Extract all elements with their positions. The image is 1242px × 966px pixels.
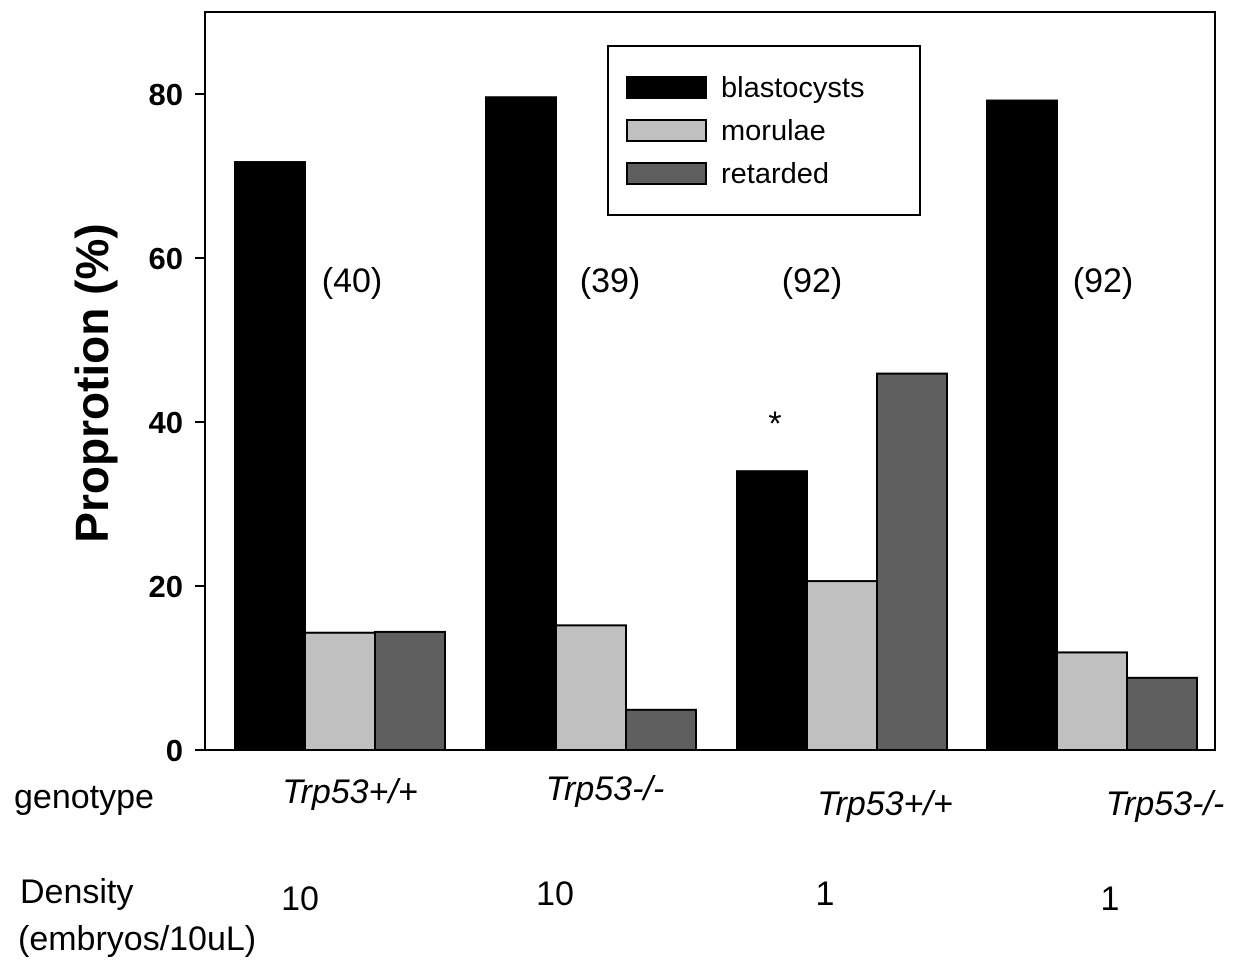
legend: blastocysts morulae retarded — [607, 45, 921, 216]
y-tick-label: 80 — [149, 77, 183, 112]
density-units-label: (embryos/10uL) — [18, 920, 256, 958]
y-axis: 0 20 40 60 80 — [149, 77, 205, 768]
legend-label-retarded: retarded — [721, 158, 829, 190]
count-label: (39) — [580, 262, 640, 300]
legend-swatch-morulae — [626, 119, 707, 142]
genotype-label: Trp53+/+ — [282, 773, 417, 811]
count-label: (92) — [1073, 262, 1133, 300]
y-tick-label: 20 — [149, 569, 183, 604]
density-value: 1 — [816, 875, 835, 913]
genotype-label: Trp53+/+ — [817, 785, 952, 823]
bar-retarded-1 — [374, 630, 446, 751]
significance-marker: * — [768, 405, 781, 443]
y-tick-label: 0 — [166, 733, 183, 768]
genotype-row-label: genotype — [14, 778, 154, 816]
bar-blastocysts-1 — [234, 161, 306, 751]
bar-retarded-3 — [876, 372, 948, 751]
bar-blastocysts-4 — [986, 99, 1058, 751]
y-tick-label: 40 — [149, 405, 183, 440]
bars-layer — [234, 96, 1198, 752]
bar-morulae-2 — [555, 624, 627, 751]
density-value: 10 — [281, 880, 319, 918]
bar-morulae-3 — [806, 580, 878, 752]
bar-retarded-4 — [1126, 676, 1198, 752]
legend-label-blastocysts: blastocysts — [721, 72, 864, 104]
legend-swatch-retarded — [626, 162, 707, 185]
count-label: (40) — [322, 262, 382, 300]
bar-blastocysts-3 — [736, 470, 808, 751]
category-rows: genotype Density (embryos/10uL) Trp53+/+… — [14, 770, 1224, 958]
bar-morulae-4 — [1056, 651, 1128, 751]
density-row-label: Density — [20, 873, 133, 911]
bar-retarded-2 — [625, 708, 697, 752]
genotype-label: Trp53-/- — [1106, 785, 1224, 823]
plot-frame — [204, 11, 1216, 751]
genotype-label: Trp53-/- — [546, 770, 664, 808]
legend-swatch-blastocysts — [626, 76, 707, 99]
y-axis-label: Proprotion (%) — [66, 223, 118, 542]
density-value: 10 — [536, 875, 574, 913]
bar-morulae-1 — [304, 631, 376, 751]
density-value: 1 — [1101, 880, 1120, 918]
count-label: (92) — [782, 262, 842, 300]
bar-blastocysts-2 — [485, 96, 557, 751]
y-tick-label: 60 — [149, 241, 183, 276]
legend-label-morulae: morulae — [721, 115, 826, 147]
count-labels: (40) (39) (92) * (92) — [322, 262, 1133, 443]
